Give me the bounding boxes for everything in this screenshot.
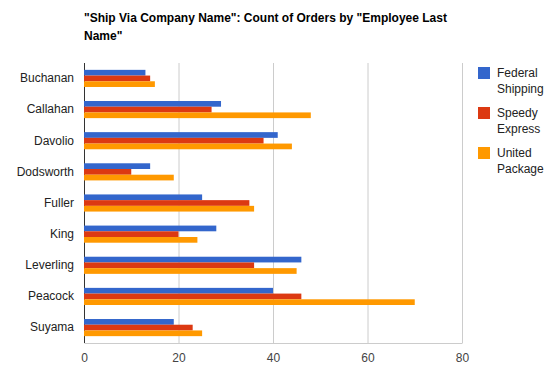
bar [84,101,221,107]
legend-label-line: Package [497,162,544,176]
tick: 60 [361,343,375,365]
tick: Buchanan [20,71,84,85]
axis-line [85,343,463,344]
background [0,0,560,391]
tick-label: Davolio [34,134,74,148]
grid-line [462,63,463,343]
bar [84,138,264,144]
legend: Federal Shipping Speedy Express United Packag… [478,66,544,176]
value-axis: 0 20 40 60 80 [81,343,469,365]
bar [84,81,155,87]
bar [84,132,278,138]
legend-label-line: Express [497,122,540,136]
legend-label-line: United [497,146,532,160]
tick-label: Fuller [44,196,74,210]
legend-swatch [478,67,490,79]
tick: 0 [81,343,88,365]
tick-label: Peacock [28,289,75,303]
tick: Callahan [27,102,84,116]
legend-label-line: Speedy [497,106,538,120]
series [84,70,301,325]
bar [84,107,212,113]
tick-label: 60 [361,351,375,365]
tick: Peacock [28,289,84,303]
bar [84,268,297,274]
bar [84,163,150,169]
bar [84,144,292,150]
tick-label: Callahan [27,102,74,116]
title: "Ship Via Company Name": Count of Orders… [84,11,447,43]
tick-label: Suyama [30,320,74,334]
tick-label: Leverling [25,258,74,272]
plot: 0 20 40 60 80 Buchanan Callahan Davolio Dodswort… [17,63,470,365]
legend-label-line: Federal [497,66,538,80]
tick: Leverling [25,258,84,272]
bar [84,200,249,206]
legend-label: Speedy Express [497,106,540,136]
tick: Fuller [44,196,84,210]
bar [84,175,174,181]
tick-label: 0 [81,351,88,365]
tick-label: 80 [456,351,470,365]
bar [84,226,216,232]
bar [84,299,415,305]
category-axis: Buchanan Callahan Davolio Dodsworth Fuller Ki… [17,71,84,334]
tick-label: 40 [267,351,281,365]
legend-label-line: Shipping [497,82,544,96]
bar [84,70,145,76]
bar [84,112,311,118]
bars [84,70,415,336]
tick: Dodsworth [17,165,84,179]
bar [84,262,254,268]
tick: Suyama [30,320,84,334]
bar [84,257,301,263]
bar [84,288,273,294]
tick: Davolio [34,134,84,148]
tick-label: King [50,227,74,241]
bar [84,194,202,200]
bar [84,169,131,175]
bar [84,330,202,336]
legend-label: United Package [497,146,544,176]
tick: 80 [456,343,470,365]
series [84,81,415,336]
legend-swatch [478,107,490,119]
bar [84,325,193,331]
tick: King [50,227,84,241]
tick-label: Dodsworth [17,165,74,179]
title-line: "Ship Via Company Name": Count of Orders… [84,11,447,25]
tick: 40 [267,343,281,365]
tick-label: 20 [172,351,186,365]
bar [84,294,301,300]
tick-label: Buchanan [20,71,74,85]
title-line: Name" [84,29,122,43]
legend-swatch [478,147,490,159]
grid [85,63,463,343]
bar [84,319,174,325]
bar [84,76,150,82]
legend-label: Federal Shipping [497,66,544,96]
chart: "Ship Via Company Name": Count of Orders… [0,0,560,391]
bar [84,206,254,212]
bar [84,237,197,243]
tick: 20 [172,343,186,365]
bar [84,231,179,237]
